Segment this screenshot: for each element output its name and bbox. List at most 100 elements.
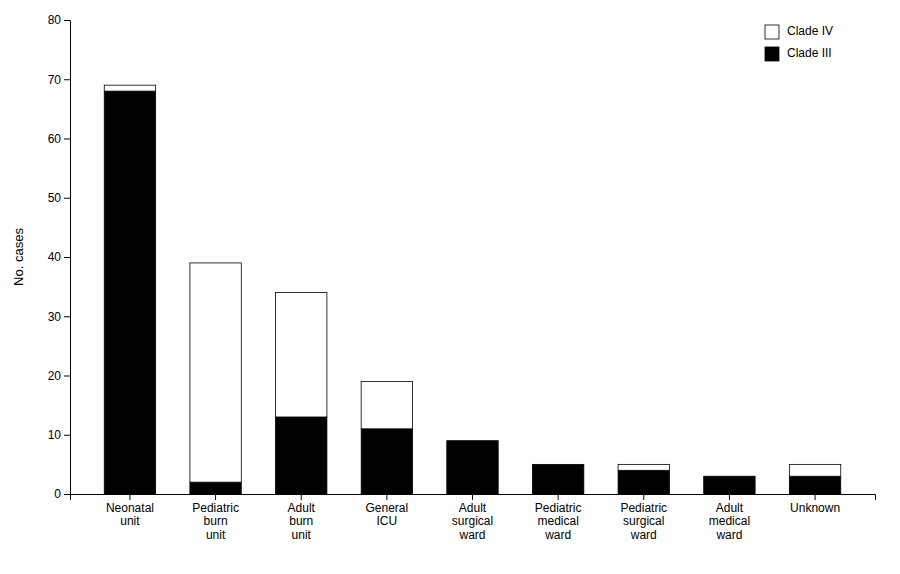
legend: Clade IV Clade III bbox=[765, 24, 833, 61]
legend-swatch bbox=[765, 47, 779, 61]
x-axis-line bbox=[71, 495, 876, 501]
bar bbox=[447, 441, 498, 494]
legend-item: Clade IV bbox=[765, 24, 833, 39]
y-tick-label: 50 bbox=[48, 191, 62, 205]
x-tick-label: Pediatricburnunit bbox=[192, 501, 239, 543]
x-tick-label-line: Pediatric bbox=[620, 501, 667, 515]
y-tick-label: 80 bbox=[48, 13, 62, 27]
x-tick-label-line: General bbox=[366, 501, 409, 515]
bar-series bbox=[104, 85, 840, 482]
y-tick-label: 10 bbox=[48, 428, 62, 442]
x-tick: Adultburnunit bbox=[288, 494, 316, 542]
y-tick-mark bbox=[64, 376, 70, 377]
y-tick-mark bbox=[64, 435, 70, 436]
x-tick-mark bbox=[815, 494, 816, 500]
bar bbox=[276, 417, 327, 494]
y-tick-mark bbox=[64, 316, 70, 317]
y-tick-mark bbox=[64, 20, 70, 21]
x-tick-mark bbox=[301, 494, 302, 500]
bar bbox=[704, 476, 755, 477]
x-tick-label-line: Adult bbox=[288, 501, 316, 515]
x-tick-label-line: medical bbox=[537, 514, 578, 528]
y-tick-label: 40 bbox=[48, 250, 62, 264]
x-tick-mark bbox=[472, 494, 473, 500]
x-tick-label-line: Pediatric bbox=[535, 501, 582, 515]
y-tick-mark bbox=[64, 198, 70, 199]
x-tick-label-line: ICU bbox=[377, 514, 398, 528]
x-tick: Neonatalunit bbox=[106, 494, 154, 528]
legend-item: Clade III bbox=[765, 46, 832, 61]
bar bbox=[190, 482, 241, 494]
y-tick: 70 bbox=[48, 73, 70, 87]
bar bbox=[618, 470, 669, 494]
y-tick-label: 30 bbox=[48, 310, 62, 324]
x-tick-label: Neonatalunit bbox=[106, 501, 154, 529]
y-tick: 50 bbox=[48, 191, 70, 205]
y-tick: 80 bbox=[48, 13, 70, 27]
y-tick: 20 bbox=[48, 369, 70, 383]
bar-series bbox=[104, 91, 840, 494]
y-tick: 60 bbox=[48, 132, 70, 146]
x-tick-label: Pediatricmedicalward bbox=[535, 501, 582, 543]
bar bbox=[104, 85, 155, 91]
x-tick-label-line: Adult bbox=[459, 501, 487, 515]
x-tick-label: Unknown bbox=[790, 501, 840, 515]
x-tick-label: GeneralICU bbox=[366, 501, 409, 529]
y-tick-label: 70 bbox=[48, 73, 62, 87]
y-tick-label: 60 bbox=[48, 132, 62, 146]
y-tick-label: 20 bbox=[48, 369, 62, 383]
x-tick-label-line: unit bbox=[206, 528, 226, 542]
bar bbox=[789, 476, 840, 494]
y-axis-line bbox=[64, 21, 71, 495]
y-tick-mark bbox=[64, 139, 70, 140]
x-tick: Adultsurgicalward bbox=[452, 494, 493, 542]
x-tick-mark bbox=[643, 494, 644, 500]
y-tick-mark bbox=[64, 257, 70, 258]
y-tick-mark bbox=[64, 79, 70, 80]
y-axis: 0 10 20 30 40 50 60 70 80 bbox=[48, 13, 71, 501]
x-tick-label: Adultmedicalward bbox=[709, 501, 750, 543]
x-tick: GeneralICU bbox=[366, 494, 409, 528]
y-axis-title: No. cases bbox=[11, 228, 26, 286]
x-tick-label-line: medical bbox=[709, 514, 750, 528]
x-tick-label-line: surgical bbox=[623, 514, 664, 528]
bar bbox=[532, 464, 583, 494]
bar bbox=[104, 91, 155, 494]
x-tick-label-line: ward bbox=[544, 528, 571, 542]
x-tick-label-line: surgical bbox=[452, 514, 493, 528]
x-tick-label: Adultsurgicalward bbox=[452, 501, 493, 543]
bar bbox=[704, 476, 755, 494]
x-tick: Unknown bbox=[790, 494, 840, 515]
x-tick-mark bbox=[215, 494, 216, 500]
chart: 01020304050607080NeonatalunitPediatricbu… bbox=[0, 0, 900, 574]
legend-label: Clade IV bbox=[787, 24, 833, 38]
bar bbox=[447, 440, 498, 441]
y-tick: 0 bbox=[54, 487, 70, 501]
bar bbox=[190, 263, 241, 482]
x-tick: Pediatricsurgicalward bbox=[620, 494, 667, 542]
x-tick-mark bbox=[729, 494, 730, 500]
y-tick-mark bbox=[64, 494, 70, 495]
x-tick: Adultmedicalward bbox=[709, 494, 750, 542]
plot: 01020304050607080NeonatalunitPediatricbu… bbox=[48, 13, 876, 542]
bar bbox=[361, 381, 412, 428]
x-tick-label-line: unit bbox=[292, 528, 312, 542]
y-tick: 40 bbox=[48, 250, 70, 264]
x-tick-mark bbox=[129, 494, 130, 500]
bar bbox=[618, 464, 669, 470]
x-tick-label-line: burn bbox=[204, 514, 228, 528]
bar bbox=[361, 429, 412, 494]
x-tick-mark bbox=[386, 494, 387, 500]
legend-swatch bbox=[765, 25, 779, 39]
x-axis: NeonatalunitPediatricburnunitAdultburnun… bbox=[71, 494, 876, 542]
x-tick-label-line: Unknown bbox=[790, 501, 840, 515]
bar bbox=[789, 464, 840, 476]
legend-label: Clade III bbox=[787, 46, 832, 60]
x-tick-label: Adultburnunit bbox=[288, 501, 316, 543]
x-tick-label-line: ward bbox=[458, 528, 485, 542]
y-tick: 30 bbox=[48, 310, 70, 324]
x-tick-label-line: Adult bbox=[716, 501, 744, 515]
y-tick-label: 0 bbox=[54, 487, 61, 501]
bars bbox=[104, 85, 840, 494]
x-tick-label-line: Pediatric bbox=[192, 501, 239, 515]
